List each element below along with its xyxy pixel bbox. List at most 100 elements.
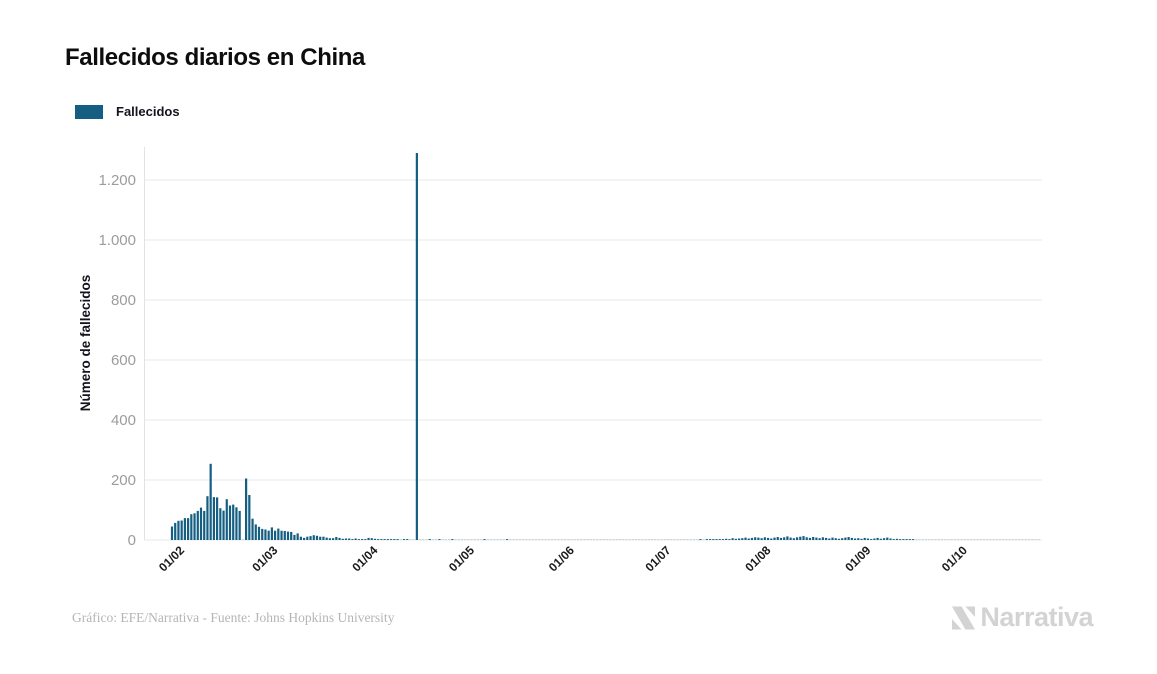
bar-zero (596, 539, 599, 540)
bar-zero (689, 539, 692, 540)
legend-swatch-fallecidos (75, 104, 103, 119)
bar-zero (1008, 539, 1011, 540)
bar-zero (489, 539, 493, 540)
narrativa-logo-icon (952, 605, 976, 630)
bar-zero (986, 539, 989, 540)
bar-zero (464, 539, 467, 540)
bar-zero (612, 539, 615, 540)
x-tick-label: 01/02 (156, 543, 187, 574)
bar-zero (435, 539, 438, 540)
bar-zero (673, 539, 676, 540)
bar-zero (534, 539, 538, 540)
bar-zero (1037, 539, 1040, 540)
bar-zero (989, 539, 992, 540)
bar-zero (966, 539, 969, 540)
bar (325, 537, 328, 540)
bar-zero (1034, 539, 1037, 540)
bar (280, 530, 283, 540)
narrativa-logo: Narrativa (951, 602, 1093, 633)
bar (873, 538, 876, 540)
bar-zero (602, 539, 605, 540)
bar (712, 539, 715, 540)
bar-zero (480, 539, 483, 540)
bar (235, 507, 238, 540)
source-credit: Gráfico: EFE/Narrativa - Fuente: Johns H… (72, 610, 395, 625)
bar (341, 538, 344, 540)
bar (361, 539, 364, 540)
bar (844, 537, 847, 540)
bar-zero (628, 539, 631, 540)
bar-zero (625, 539, 628, 540)
bar (357, 539, 360, 540)
bar (315, 535, 319, 540)
bar (386, 539, 389, 540)
bar-zero (957, 539, 960, 540)
bar-zero (454, 539, 457, 540)
bar (886, 537, 889, 540)
bar-zero (1027, 539, 1031, 540)
bar (776, 537, 779, 540)
bar (299, 536, 302, 540)
bar (863, 537, 866, 540)
bar (283, 531, 286, 540)
bar-zero (995, 539, 998, 540)
bar (895, 538, 899, 540)
bar (306, 536, 309, 540)
bar (251, 518, 254, 540)
bar-zero (676, 539, 679, 540)
bar-zero (563, 539, 567, 540)
bar (747, 538, 750, 540)
bars-series-fallecidos (170, 153, 1040, 540)
bar (741, 538, 744, 540)
bar (451, 539, 454, 540)
bar (744, 537, 747, 540)
bar (731, 538, 734, 540)
bar (257, 526, 261, 540)
bar-zero (551, 539, 554, 540)
bar (757, 537, 760, 540)
bar-zero (644, 539, 647, 540)
bar (196, 510, 199, 540)
bar (274, 530, 277, 540)
y-tick-label: 0 (128, 532, 136, 549)
bar (705, 539, 708, 540)
bar-zero (605, 539, 609, 540)
bar (805, 537, 808, 540)
bar-zero (615, 539, 618, 540)
bar (718, 539, 721, 540)
bar (396, 539, 399, 540)
bar-zero (567, 539, 570, 540)
bar (879, 538, 882, 540)
bar (267, 530, 270, 540)
bar (699, 539, 702, 540)
y-axis-tick-labels: 0 200 400 600 800 1.000 1.200 (98, 172, 136, 549)
bar-zero (557, 539, 560, 540)
bar-zero (589, 539, 592, 540)
bar (831, 537, 834, 540)
x-tick-label: 01/03 (249, 543, 280, 574)
bar-zero (512, 539, 515, 540)
bar-zero (663, 539, 667, 540)
bar-zero (496, 539, 499, 540)
bar-zero (560, 539, 563, 540)
bar-zero (960, 539, 963, 540)
bar (808, 537, 812, 540)
y-tick-label: 1.200 (98, 172, 136, 189)
bar (232, 504, 235, 540)
bar (193, 513, 196, 540)
y-tick-label: 600 (111, 352, 136, 369)
bar (734, 538, 737, 540)
bar-zero (515, 539, 518, 540)
bar-zero (667, 539, 670, 540)
y-tick-label: 200 (111, 472, 136, 489)
bar-zero (476, 539, 480, 540)
bar-zero (502, 539, 505, 540)
bar (383, 539, 386, 540)
bar (857, 538, 860, 540)
bar (377, 539, 380, 540)
bar (866, 538, 870, 540)
bar (245, 478, 248, 540)
bar-zero (525, 539, 528, 540)
chart-title: Fallecidos diarios en China (65, 44, 365, 71)
bar (319, 536, 322, 540)
